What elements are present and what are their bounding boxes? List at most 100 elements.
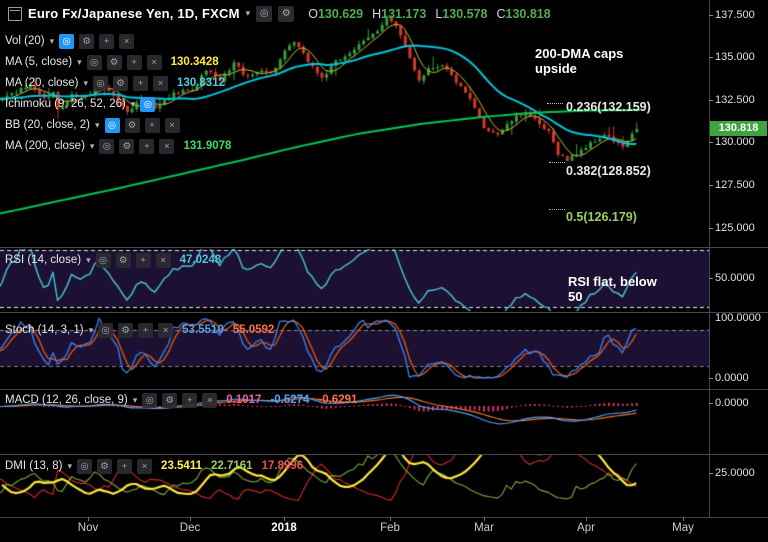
- time-axis-separator: [0, 517, 768, 518]
- indicator-label[interactable]: MA (200, close): [5, 140, 85, 152]
- gear-icon: ⚙: [82, 35, 91, 47]
- annotation-rsi[interactable]: RSI flat, below 50: [568, 274, 657, 304]
- remove-indicator-button[interactable]: ×: [153, 75, 169, 91]
- annotation-200dma[interactable]: 200-DMA caps upside: [535, 46, 623, 76]
- fib-label-05[interactable]: 0.5(126.179): [566, 210, 637, 224]
- chevron-down-icon[interactable]: ▾: [95, 119, 100, 130]
- panel-separator[interactable]: [0, 389, 768, 390]
- remove-indicator-button[interactable]: ×: [146, 54, 162, 70]
- indicator-label[interactable]: MA (20, close): [5, 77, 79, 89]
- indicator-settings-button[interactable]: ⚙: [119, 138, 135, 154]
- indicator-settings-button[interactable]: ⚙: [118, 322, 134, 338]
- visibility-toggle-button[interactable]: ◎: [140, 96, 156, 112]
- eye-icon: ◎: [101, 324, 110, 336]
- indicator-settings-button[interactable]: ⚙: [97, 458, 113, 474]
- remove-indicator-button[interactable]: ×: [164, 117, 180, 133]
- time-tick: [88, 517, 89, 521]
- symbol-title[interactable]: Euro Fx/Japanese Yen, 1D, FXCM: [28, 6, 240, 21]
- macd-hist-value: 0.1017: [226, 394, 262, 406]
- eye-icon: ◎: [96, 77, 105, 89]
- axis-tick: [709, 228, 713, 229]
- eye-button[interactable]: ◎: [256, 5, 273, 22]
- indicator-settings-button[interactable]: ⚙: [79, 33, 95, 49]
- add-indicator-button[interactable]: +: [126, 54, 142, 70]
- indicator-label[interactable]: Stoch (14, 3, 1): [5, 324, 84, 336]
- axis-tick: [709, 57, 713, 58]
- visibility-toggle-button[interactable]: ◎: [99, 138, 115, 154]
- remove-indicator-button[interactable]: ×: [158, 322, 174, 338]
- chevron-down-icon[interactable]: ▾: [89, 140, 95, 151]
- add-indicator-button[interactable]: +: [182, 392, 198, 408]
- close-icon: ×: [157, 77, 164, 89]
- add-indicator-button[interactable]: +: [117, 458, 133, 474]
- price-axis-separator: [709, 0, 710, 517]
- remove-indicator-button[interactable]: ×: [159, 138, 175, 154]
- stoch-axis-bottom-label: 0.0000: [715, 372, 749, 384]
- visibility-toggle-button[interactable]: ◎: [93, 75, 109, 91]
- time-tick-label: Mar: [474, 522, 494, 534]
- remove-indicator-button[interactable]: ×: [137, 458, 153, 474]
- macd-line-value: -0.5274: [270, 394, 310, 406]
- chevron-down-icon[interactable]: ▾: [88, 324, 94, 335]
- chevron-down-icon[interactable]: ▾: [132, 394, 138, 405]
- indicator-legend-stoch: Stoch (14, 3, 1) ▾ ◎ ⚙ + × 53.5510 55.05…: [5, 322, 274, 338]
- indicator-settings-button[interactable]: ⚙: [162, 392, 178, 408]
- time-tick-label: Dec: [179, 522, 201, 534]
- remove-indicator-button[interactable]: ×: [155, 252, 171, 268]
- visibility-toggle-button[interactable]: ◎: [59, 33, 75, 49]
- fib-level-line[interactable]: [549, 209, 565, 210]
- indicator-settings-button[interactable]: ⚙: [124, 117, 140, 133]
- indicator-settings-button[interactable]: ⚙: [113, 75, 129, 91]
- indicator-label[interactable]: RSI (14, close): [5, 254, 82, 266]
- indicator-label[interactable]: MACD (12, 26, close, 9): [5, 394, 128, 406]
- indicator-label[interactable]: Ichimoku (9, 26, 52, 26): [5, 98, 126, 110]
- indicator-label[interactable]: DMI (13, 8): [5, 460, 63, 472]
- chevron-down-icon[interactable]: ▾: [130, 98, 136, 109]
- indicator-settings-button[interactable]: ⚙: [106, 54, 122, 70]
- panel-separator[interactable]: [0, 312, 768, 313]
- add-indicator-button[interactable]: +: [133, 75, 149, 91]
- panel-separator[interactable]: [0, 454, 768, 455]
- fib-label-0236[interactable]: 0.236(132.159): [566, 100, 651, 114]
- add-indicator-button[interactable]: +: [144, 117, 160, 133]
- last-price-badge: 130.818: [710, 121, 767, 136]
- visibility-toggle-button[interactable]: ◎: [98, 322, 114, 338]
- stoch-axis-top-label: 100.0000: [715, 312, 761, 324]
- indicator-settings-button[interactable]: ⚙: [115, 252, 131, 268]
- chevron-down-icon[interactable]: ▾: [245, 8, 251, 18]
- remove-indicator-button[interactable]: ×: [202, 392, 218, 408]
- add-indicator-button[interactable]: +: [139, 138, 155, 154]
- chevron-down-icon[interactable]: ▾: [86, 254, 91, 265]
- indicator-legend-ma5: MA (5, close) ▾ ◎ ⚙ + × 130.3428: [5, 54, 219, 70]
- visibility-toggle-button[interactable]: ◎: [86, 54, 102, 70]
- visibility-toggle-button[interactable]: ◎: [104, 117, 120, 133]
- indicator-legend-bollinger: BB (20, close, 2) ▾ ◎ ⚙ + ×: [5, 117, 180, 133]
- settings-button[interactable]: ⚙: [278, 5, 295, 22]
- visibility-toggle-button[interactable]: ◎: [95, 252, 111, 268]
- add-indicator-button[interactable]: +: [138, 322, 154, 338]
- time-tick: [190, 517, 191, 521]
- fib-level-line[interactable]: [547, 103, 563, 104]
- add-indicator-button[interactable]: +: [135, 252, 151, 268]
- remove-indicator-button[interactable]: ×: [119, 33, 135, 49]
- chevron-down-icon[interactable]: ▾: [67, 460, 73, 471]
- visibility-toggle-button[interactable]: ◎: [142, 392, 158, 408]
- chevron-down-icon[interactable]: ▾: [49, 35, 55, 46]
- indicator-label[interactable]: MA (5, close): [5, 56, 73, 68]
- fib-label-0382[interactable]: 0.382(128.852): [566, 164, 651, 178]
- indicator-label[interactable]: BB (20, close, 2): [5, 119, 91, 131]
- di-minus-value: 17.8996: [261, 460, 304, 472]
- axis-tick: [709, 15, 713, 16]
- visibility-toggle-button[interactable]: ◎: [77, 458, 93, 474]
- indicator-legend-ma200: MA (200, close) ▾ ◎ ⚙ + × 131.9078: [5, 138, 231, 154]
- add-indicator-button[interactable]: +: [99, 33, 115, 49]
- time-tick: [284, 517, 285, 521]
- indicator-label[interactable]: Vol (20): [5, 35, 45, 47]
- chevron-down-icon[interactable]: ▾: [77, 56, 82, 67]
- panel-separator[interactable]: [0, 247, 768, 248]
- fib-level-line[interactable]: [549, 162, 565, 163]
- chevron-down-icon[interactable]: ▾: [83, 77, 89, 88]
- annotation-line: 200-DMA caps: [535, 46, 624, 61]
- collapse-panel-icon[interactable]: [8, 6, 22, 21]
